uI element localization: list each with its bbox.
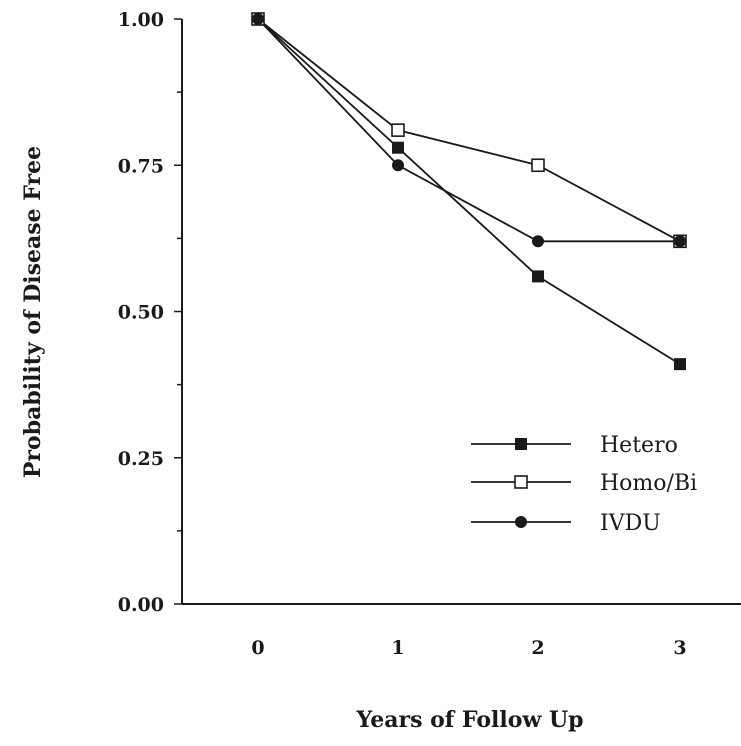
data-point-ivdu [674,235,686,248]
y-ticks: 0.00 0.25 0.50 0.75 1.00 [118,9,182,616]
data-point-ivdu [252,13,264,25]
data-point-hetero [392,141,404,154]
data-point-ivdu [392,159,404,172]
legend: Hetero Homo/Bi IVDU [471,433,697,536]
y-tick-label: 0.00 [118,594,164,616]
data-point-hetero [674,358,686,371]
series-line-ivdu [257,18,680,243]
series-line-hetero [257,18,681,365]
y-tick-label: 0.50 [118,302,164,324]
x-tick-label: 1 [391,637,404,659]
data-point-hetero [532,270,544,283]
data-point-homo-bi [391,123,405,137]
legend-marker-homo-bi [514,475,528,489]
series-line-homo-bi [257,18,681,243]
data-point-homo-bi [531,158,545,173]
x-axis-title: Years of Follow Up [355,707,583,733]
y-tick-label: 0.75 [118,155,164,177]
x-tick-label: 2 [531,637,544,659]
legend-label-hetero: Hetero [600,433,678,458]
data-point-ivdu [532,235,544,248]
x-ticks: 0 1 2 3 [251,637,686,659]
series-markers [251,12,687,371]
x-tick-label: 3 [673,637,686,659]
y-tick-label: 0.25 [118,448,164,470]
legend-label-ivdu: IVDU [600,511,661,536]
legend-marker-ivdu [515,516,527,528]
y-tick-label: 1.00 [118,9,164,31]
series-lines [257,18,681,365]
legend-label-homo-bi: Homo/Bi [600,471,697,496]
x-tick-label: 0 [251,637,264,659]
legend-marker-hetero [515,438,527,450]
y-axis-title: Probability of Disease Free [20,146,46,478]
